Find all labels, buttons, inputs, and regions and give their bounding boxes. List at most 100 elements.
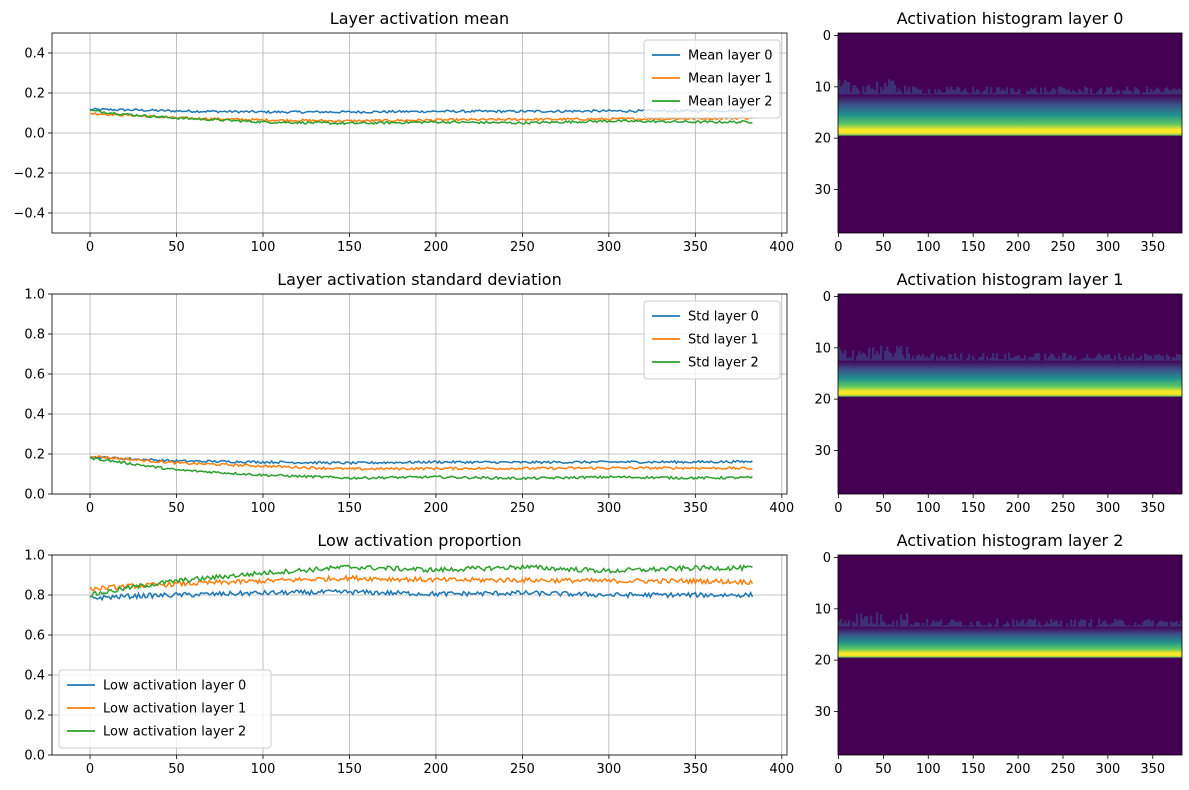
hist0-band-fringe — [894, 85, 897, 95]
hist1-band-fringe — [902, 355, 905, 361]
hist0-ytick-label: 0 — [823, 29, 831, 44]
hist1-band-fringe — [948, 353, 951, 361]
hist2-band-fringe — [1054, 620, 1057, 627]
hist1-band-fringe — [922, 353, 925, 361]
hist1-xtick-label: 200 — [1006, 501, 1031, 516]
hist2-band-fringe — [1096, 625, 1099, 627]
hist2-band-fringe — [924, 625, 927, 627]
hist1-band-fringe — [1096, 355, 1099, 361]
hist0-band-fringe — [956, 86, 959, 95]
std-xtick-label: 200 — [424, 501, 449, 516]
hist0-band-fringe — [842, 83, 845, 95]
hist1-band-fringe — [944, 356, 947, 361]
hist1-band-fringe — [1110, 358, 1113, 361]
hist0-band-fringe — [908, 86, 911, 95]
mean-legend-box — [643, 39, 781, 119]
hist2-xtick-label: 350 — [1140, 762, 1165, 777]
hist0-band-fringe — [1118, 90, 1121, 95]
hist1-band-fringe — [850, 357, 853, 361]
mean-xtick-label: 50 — [168, 240, 185, 255]
hist0-band-fringe — [922, 93, 925, 95]
hist0-band-fringe — [946, 86, 949, 95]
std-ytick-label: 0.8 — [24, 328, 45, 343]
hist0-band-fringe — [976, 89, 979, 95]
hist0-band-fringe — [864, 92, 867, 95]
mean-xtick-label: 350 — [683, 240, 708, 255]
hist2-band-fringe — [868, 623, 871, 627]
hist1-band-fringe — [1098, 353, 1101, 361]
hist2-band-fringe — [1132, 625, 1135, 627]
hist1-xtick-label: 100 — [916, 501, 941, 516]
hist1-band-fringe — [840, 350, 843, 361]
low-xtick-label: 200 — [424, 762, 449, 777]
hist0-band-fringe — [1006, 87, 1009, 95]
hist0-band-fringe — [950, 86, 953, 95]
hist0-band-fringe — [1088, 93, 1091, 95]
hist1-band-fringe — [1092, 358, 1095, 361]
hist0-band-fringe — [954, 90, 957, 95]
hist2-band-fringe — [960, 621, 963, 627]
hist2-band-fringe — [1148, 619, 1151, 627]
hist1-band-fringe — [1050, 353, 1053, 361]
hist2-xtick-label: 300 — [1095, 762, 1120, 777]
hist0-band-fringe — [852, 85, 855, 95]
hist1-band-fringe — [1122, 360, 1125, 361]
hist2-band-fringe — [1038, 621, 1041, 627]
hist1-band-fringe — [1006, 359, 1009, 361]
hist2-band-fringe — [958, 621, 961, 627]
hist0-band-fringe — [1008, 94, 1011, 95]
hist1-ytick-label: 10 — [814, 341, 831, 356]
hist2-band-fringe — [1066, 623, 1069, 627]
hist0-band-fringe — [888, 79, 891, 95]
std-xtick-label: 150 — [337, 501, 362, 516]
hist0-band-fringe — [1116, 90, 1119, 95]
hist2-band-fringe — [1006, 621, 1009, 627]
hist1-xtick-label: 300 — [1095, 501, 1120, 516]
hist1-band-fringe — [914, 358, 917, 361]
hist2-band-fringe — [854, 623, 857, 627]
hist0-band-fringe — [1160, 92, 1163, 95]
low-legend-box — [58, 669, 272, 749]
hist1-band-fringe — [1034, 353, 1037, 361]
hist1-band-fringe — [1102, 357, 1105, 361]
hist0-band-fringe — [978, 90, 981, 95]
hist1-band-fringe — [1056, 359, 1059, 361]
hist2-band-fringe — [950, 619, 953, 627]
mean-xtick-label: 0 — [86, 240, 94, 255]
hist2-band-fringe — [1028, 618, 1031, 627]
hist2-band-fringe — [916, 622, 919, 627]
hist2-band-fringe — [1018, 623, 1021, 627]
hist0-band-fringe — [878, 93, 881, 95]
hist0-band-fringe — [982, 91, 985, 95]
hist1-band-fringe — [932, 352, 935, 361]
hist1-band-fringe — [1030, 356, 1033, 361]
hist2-band-fringe — [886, 624, 889, 627]
hist1-band-fringe — [992, 353, 995, 361]
low-ytick-label: 1.0 — [24, 549, 45, 564]
hist1-band-fringe — [936, 356, 939, 361]
hist1-band-fringe — [1144, 353, 1147, 361]
hist1-band-fringe — [1166, 354, 1169, 361]
hist0-band-fringe — [994, 92, 997, 95]
hist0-band-fringe — [1050, 90, 1053, 95]
hist1-band-fringe — [980, 356, 983, 361]
mean-series-line-0 — [89, 107, 753, 115]
hist0-band-fringe — [1036, 92, 1039, 95]
hist2-band-fringe — [1082, 619, 1085, 627]
hist2-band-fringe — [1166, 621, 1169, 627]
hist2-band-fringe — [862, 619, 865, 627]
hist1-band-fringe — [964, 359, 967, 361]
low-ytick-label: 0.0 — [24, 749, 45, 764]
hist0-band-fringe — [856, 87, 859, 95]
hist1-band-fringe — [1106, 354, 1109, 361]
hist0-band-fringe — [1098, 89, 1101, 95]
hist0-title: Activation histogram layer 0 — [897, 9, 1124, 28]
hist0-band-fringe — [1042, 93, 1045, 95]
hist1-band-fringe — [1036, 352, 1039, 361]
hist2-band-fringe — [1116, 620, 1119, 627]
hist2-band-fringe — [1008, 623, 1011, 627]
hist2-activation-band — [838, 626, 1182, 658]
hist0-band-fringe — [1072, 90, 1075, 95]
hist1-band-fringe — [982, 353, 985, 361]
hist1-ytick-label: 30 — [814, 444, 831, 459]
